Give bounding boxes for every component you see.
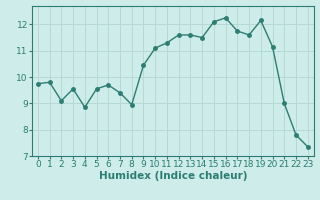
X-axis label: Humidex (Indice chaleur): Humidex (Indice chaleur): [99, 171, 247, 181]
